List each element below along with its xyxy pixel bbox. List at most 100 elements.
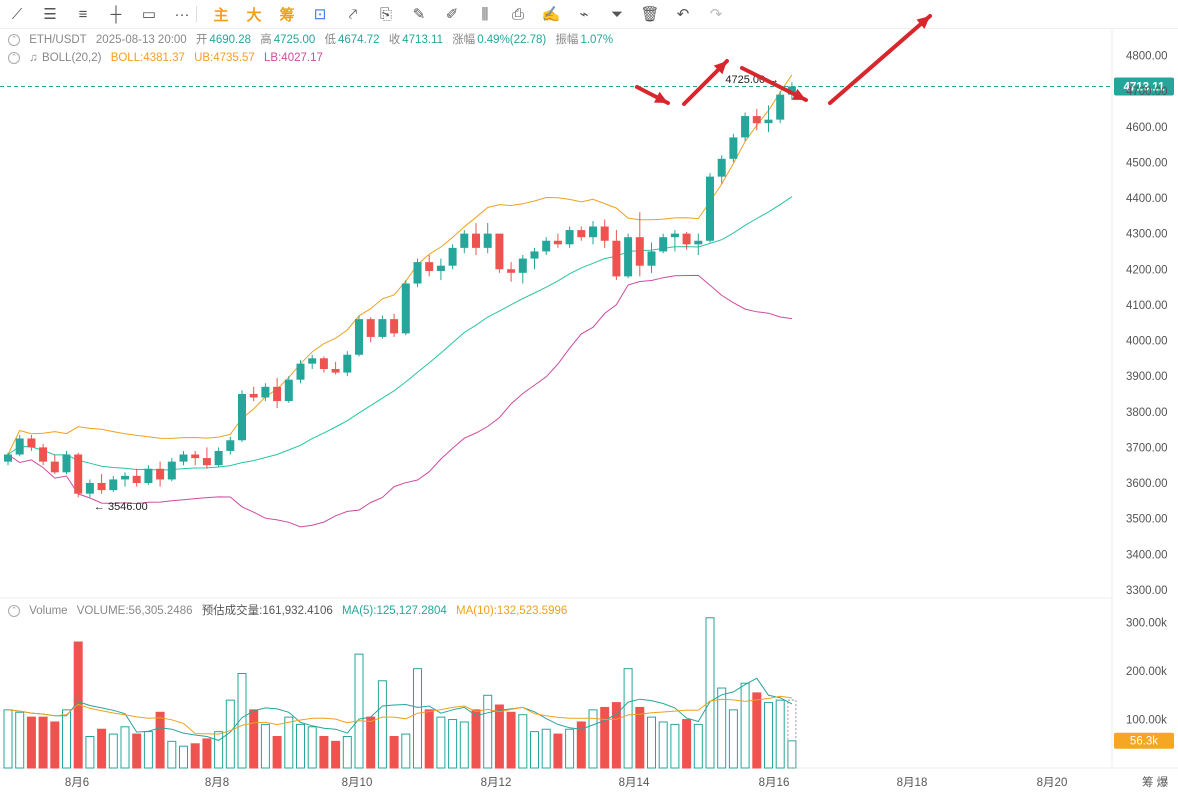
volume-bar: [670, 723, 680, 769]
rectangle-icon[interactable]: ▭: [141, 6, 157, 23]
filter-icon[interactable]: ⏷: [610, 5, 623, 23]
candle-body: [74, 454, 83, 494]
volume-tick-label: 300.00k: [1126, 618, 1167, 630]
candle-body: [167, 461, 176, 480]
price-tick-label: 4200.00: [1126, 264, 1168, 276]
clipboard-icon[interactable]: ⎙: [511, 5, 524, 23]
volume-bar: [530, 731, 539, 769]
indicator-tab-1[interactable]: 主: [213, 6, 229, 24]
current-volume-text: 56.3k: [1130, 736, 1158, 748]
price-tick-label: 4100.00: [1126, 300, 1168, 312]
price-tick-label: 4400.00: [1126, 193, 1168, 205]
volume-collapse-icon[interactable]: ⌃: [8, 604, 20, 617]
price-tick-label: 3600.00: [1126, 478, 1168, 490]
candle-body: [331, 369, 340, 373]
date-tick-label: 8月14: [619, 777, 650, 789]
undo-icon[interactable]: ↶: [676, 6, 690, 23]
candle-body: [39, 447, 48, 462]
cross-line-icon[interactable]: ┼: [110, 5, 122, 23]
candle-body: [507, 269, 516, 273]
magnet-icon[interactable]: ⌁: [579, 6, 589, 23]
candle-body: [214, 450, 223, 466]
volume-bar: [752, 692, 762, 769]
volume-bar: [225, 699, 235, 769]
candles-icon[interactable]: ⫼: [481, 5, 489, 23]
candle-body: [308, 358, 317, 364]
draw-path-icon[interactable]: ⤤: [348, 5, 358, 23]
redo-icon[interactable]: ↷: [709, 6, 723, 23]
price-tick-label: 3800.00: [1126, 407, 1168, 419]
candle-body: [202, 458, 211, 466]
trend-line-icon[interactable]: ⟋: [11, 5, 23, 23]
volume-bar: [132, 733, 142, 769]
price-tick-label: 4700.00: [1126, 86, 1168, 98]
volume-bar: [553, 733, 563, 769]
volume-bar: [97, 728, 107, 769]
ma10-label: MA(10):: [456, 605, 497, 617]
low-label: 低: [324, 34, 336, 46]
change-label: 涨幅: [452, 34, 476, 46]
candle-body: [226, 440, 235, 451]
volume-bar: [120, 726, 130, 769]
volume-bar: [623, 668, 633, 769]
note-icon[interactable]: ✍: [541, 6, 561, 23]
candle-body: [261, 386, 270, 398]
open-label: 开: [195, 34, 208, 46]
volume-bar: [483, 694, 493, 769]
boll-lb-label: LB:: [264, 52, 282, 64]
volume-bar: [588, 709, 598, 769]
volume-bar: [15, 711, 25, 769]
volume-bar: [740, 682, 750, 769]
volume-bar: [717, 687, 727, 769]
bookmark-icon[interactable]: ⎘: [379, 5, 392, 23]
volume-bar: [202, 738, 212, 769]
candle-body: [85, 483, 94, 494]
indicator-tab-3[interactable]: 筹: [279, 6, 295, 24]
ma5-label: MA(5):: [341, 605, 377, 617]
volume-bar: [50, 721, 60, 769]
horizontal-lines-icon[interactable]: ☰: [43, 6, 57, 23]
volume-bar: [389, 736, 399, 769]
amplitude-value: 1.07%: [580, 34, 614, 46]
volume-bar: [260, 723, 270, 769]
indicator-tab-2[interactable]: 大: [246, 6, 262, 24]
candle-body: [764, 119, 773, 124]
parallel-lines-icon[interactable]: ≡: [78, 5, 88, 23]
axis-corner-label: 筹 爆: [1142, 775, 1169, 789]
ruler-icon[interactable]: ✎: [412, 6, 426, 23]
date-tick-label: 8月20: [1037, 777, 1068, 789]
boll-mid-value: 4381.37: [143, 52, 185, 64]
candle-body: [776, 94, 785, 120]
date-tick-label: 8月10: [342, 777, 373, 789]
volume-bar: [143, 731, 153, 769]
collapse-toggle-icon[interactable]: ⌃: [8, 33, 20, 46]
measure-icon[interactable]: ⊡: [313, 6, 327, 23]
price-tick-label: 4600.00: [1126, 122, 1168, 134]
volume-bar: [296, 723, 305, 769]
boll-mid-label: BOLL:: [110, 52, 144, 64]
change-value: 0.49%(22.78): [477, 34, 547, 46]
indicator-settings-icon[interactable]: ⌃: [8, 51, 20, 64]
volume-value-label: VOLUME:: [76, 605, 129, 617]
volume-bar: [366, 716, 376, 769]
more-icon[interactable]: ···: [174, 5, 190, 23]
annotation-arrowhead: [792, 88, 806, 100]
bell-icon[interactable]: ♫: [29, 52, 38, 64]
volume-bar: [658, 721, 668, 769]
annotation-arrowhead: [654, 91, 668, 103]
candle-body: [553, 240, 562, 245]
trash-icon[interactable]: 🗑: [640, 6, 660, 23]
volume-bar: [190, 743, 200, 769]
candle-body: [249, 393, 258, 398]
volume-bar: [85, 736, 95, 769]
volume-bar: [494, 704, 504, 769]
volume-value: 56,305.2486: [128, 605, 193, 617]
pen-icon[interactable]: ✐: [445, 6, 459, 23]
candle-body: [729, 137, 738, 159]
current-price-badge: [1114, 77, 1174, 96]
current-price-text: 4713.11: [1124, 81, 1166, 93]
volume-ma5-line: [7, 677, 793, 741]
date-tick-label: 8月6: [65, 777, 89, 789]
candle-body: [542, 240, 551, 252]
